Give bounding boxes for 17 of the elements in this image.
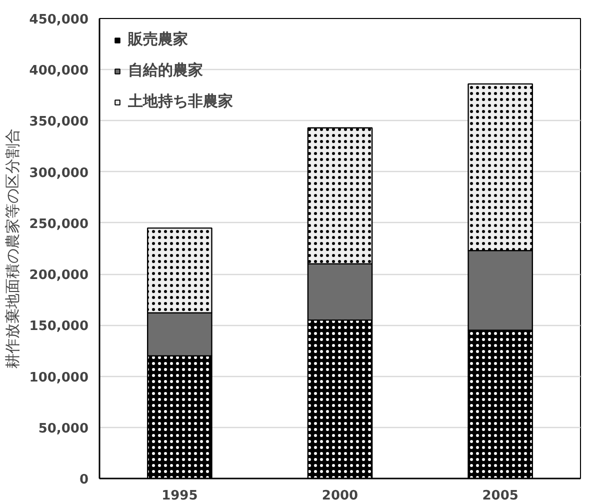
y-tick-label: 450,000 — [29, 12, 89, 28]
y-tick-label: 0 — [79, 472, 88, 488]
y-axis-title: 耕作放棄地面積の農家等の区分割合 — [3, 128, 22, 368]
legend-label: 土地持ち非農家 — [128, 92, 233, 111]
y-tick-label: 300,000 — [29, 166, 89, 181]
y-tick-label: 150,000 — [29, 319, 89, 334]
x-tick-label: 1995 — [162, 488, 198, 502]
y-tick-label: 200,000 — [29, 268, 89, 284]
x-tick-label: 2005 — [482, 488, 518, 502]
legend-label: 販売農家 — [128, 30, 188, 49]
y-tick-label: 400,000 — [29, 64, 89, 79]
y-tick-label: 250,000 — [29, 216, 89, 232]
y-tick-label: 100,000 — [29, 370, 89, 386]
y-tick-label: 350,000 — [29, 114, 89, 130]
y-tick-label: 50,000 — [38, 421, 89, 436]
x-tick-label: 2000 — [322, 488, 358, 502]
legend-label: 自給的農家 — [128, 61, 203, 80]
